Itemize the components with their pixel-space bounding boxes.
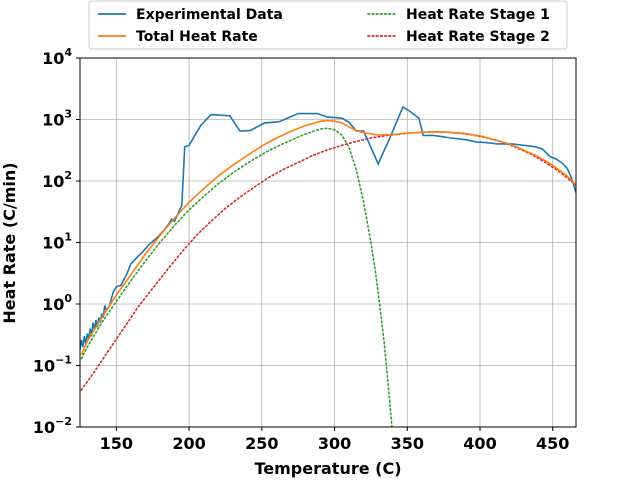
x-tick-label: 350 <box>391 434 424 453</box>
y-tick-label: 10−2 <box>33 415 72 437</box>
legend: Experimental Data Total Heat Rate Heat Rat… <box>88 0 568 50</box>
y-tick-exponent: −2 <box>55 415 72 428</box>
y-tick-base: 10 <box>42 49 64 68</box>
y-tick-base: 10 <box>33 357 55 376</box>
series-line-heat-rate-stage-2 <box>80 131 576 391</box>
x-tick-label: 450 <box>536 434 569 453</box>
y-tick-exponent: 3 <box>64 108 72 121</box>
x-axis-label: Temperature (C) <box>254 459 401 478</box>
legend-label: Heat Rate Stage 2 <box>406 29 550 45</box>
x-tick-label: 200 <box>172 434 205 453</box>
series-line-experimental-data <box>80 105 576 350</box>
y-tick-base: 10 <box>33 418 55 437</box>
y-tick-exponent: 0 <box>64 292 72 305</box>
y-tick-label: 102 <box>42 169 72 191</box>
y-tick-label: 104 <box>42 46 72 68</box>
y-tick-label: 100 <box>42 292 72 314</box>
y-axis-label: Heat Rate (C/min) <box>0 162 19 323</box>
y-tick-base: 10 <box>42 234 64 253</box>
x-tick-label: 250 <box>245 434 278 453</box>
y-tick-label: 101 <box>42 231 72 253</box>
x-tick-label: 400 <box>463 434 496 453</box>
x-tick-label: 150 <box>100 434 133 453</box>
y-tick-base: 10 <box>42 295 64 314</box>
legend-label: Total Heat Rate <box>136 29 258 45</box>
x-tick-label: 300 <box>318 434 351 453</box>
legend-label: Experimental Data <box>136 7 283 23</box>
y-tick-exponent: 2 <box>64 169 72 182</box>
y-tick-exponent: 4 <box>64 46 72 59</box>
y-tick-base: 10 <box>42 111 64 130</box>
series-line-heat-rate-stage-1 <box>80 127 393 427</box>
legend-label: Heat Rate Stage 1 <box>406 7 550 23</box>
y-tick-label: 10−1 <box>33 354 72 376</box>
x-axis: 150 200 250 300 350 400 450 <box>100 427 569 453</box>
y-tick-exponent: 1 <box>64 231 72 244</box>
y-tick-base: 10 <box>42 172 64 191</box>
series-lines <box>80 105 576 427</box>
y-tick-exponent: −1 <box>55 354 72 367</box>
series-line-total-heat-rate <box>80 119 576 355</box>
legend-box <box>88 0 568 50</box>
y-tick-label: 103 <box>42 108 72 130</box>
